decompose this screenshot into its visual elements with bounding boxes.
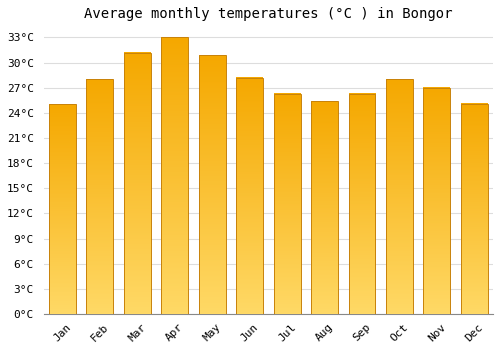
Bar	[124, 52, 151, 314]
Bar	[86, 79, 114, 314]
Bar	[386, 79, 413, 314]
Bar	[274, 93, 300, 314]
Title: Average monthly temperatures (°C ) in Bongor: Average monthly temperatures (°C ) in Bo…	[84, 7, 452, 21]
Bar	[198, 55, 226, 314]
Bar	[49, 105, 76, 314]
Bar	[198, 55, 226, 314]
Bar	[236, 78, 263, 314]
Bar	[461, 104, 488, 314]
Bar	[424, 88, 450, 314]
Bar	[311, 101, 338, 314]
Bar	[348, 93, 376, 314]
Bar	[424, 88, 450, 314]
Bar	[461, 104, 488, 314]
Bar	[236, 78, 263, 314]
Bar	[86, 79, 114, 314]
Bar	[348, 93, 376, 314]
Bar	[49, 105, 76, 314]
Bar	[162, 37, 188, 314]
Bar	[162, 37, 188, 314]
Bar	[311, 101, 338, 314]
Bar	[274, 93, 300, 314]
Bar	[124, 52, 151, 314]
Bar	[386, 79, 413, 314]
